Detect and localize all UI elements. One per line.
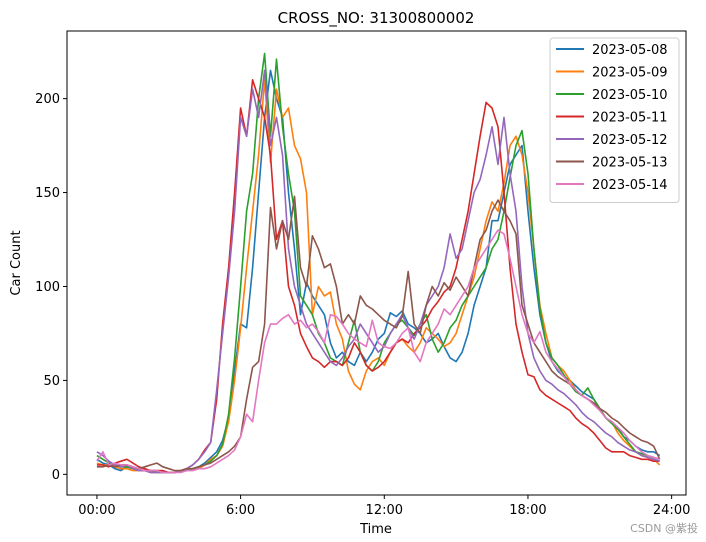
- series-line-2023-05-13: [96, 195, 661, 472]
- legend-label: 2023-05-10: [592, 88, 668, 103]
- x-axis: 00:00 6:00 12:00 18:00 24:00: [78, 495, 690, 518]
- x-tick-label: 24:00: [653, 503, 690, 518]
- y-tick-label: 50: [43, 374, 60, 389]
- y-tick-label: 150: [35, 186, 60, 201]
- legend-label: 2023-05-08: [592, 43, 668, 58]
- legend-label: 2023-05-12: [592, 133, 668, 148]
- legend: 2023-05-08 2023-05-09 2023-05-10 2023-05-11…: [549, 37, 680, 203]
- x-tick-label: 00:00: [78, 503, 115, 518]
- y-axis: 0 50 100 150 200: [35, 92, 67, 483]
- x-tick-label: 6:00: [226, 503, 255, 518]
- y-tick-label: 100: [35, 280, 60, 295]
- y-tick-label: 200: [35, 92, 60, 107]
- y-axis-label: Car Count: [9, 230, 24, 295]
- watermark: CSDN @紫投: [630, 522, 698, 535]
- legend-label: 2023-05-11: [592, 111, 668, 126]
- x-axis-label: Time: [359, 522, 392, 537]
- y-tick-label: 0: [52, 468, 60, 483]
- legend-label: 2023-05-13: [592, 156, 668, 171]
- plot-frame: [66, 30, 687, 496]
- series-line-2023-05-12: [96, 69, 660, 474]
- legend-label: 2023-05-14: [592, 178, 668, 193]
- legend-label: 2023-05-09: [592, 66, 668, 81]
- series-line-2023-05-14: [96, 229, 660, 474]
- x-tick-label: 12:00: [366, 503, 403, 518]
- x-tick-label: 18:00: [509, 503, 546, 518]
- chart-title: CROSS_NO: 31300800002: [278, 9, 475, 28]
